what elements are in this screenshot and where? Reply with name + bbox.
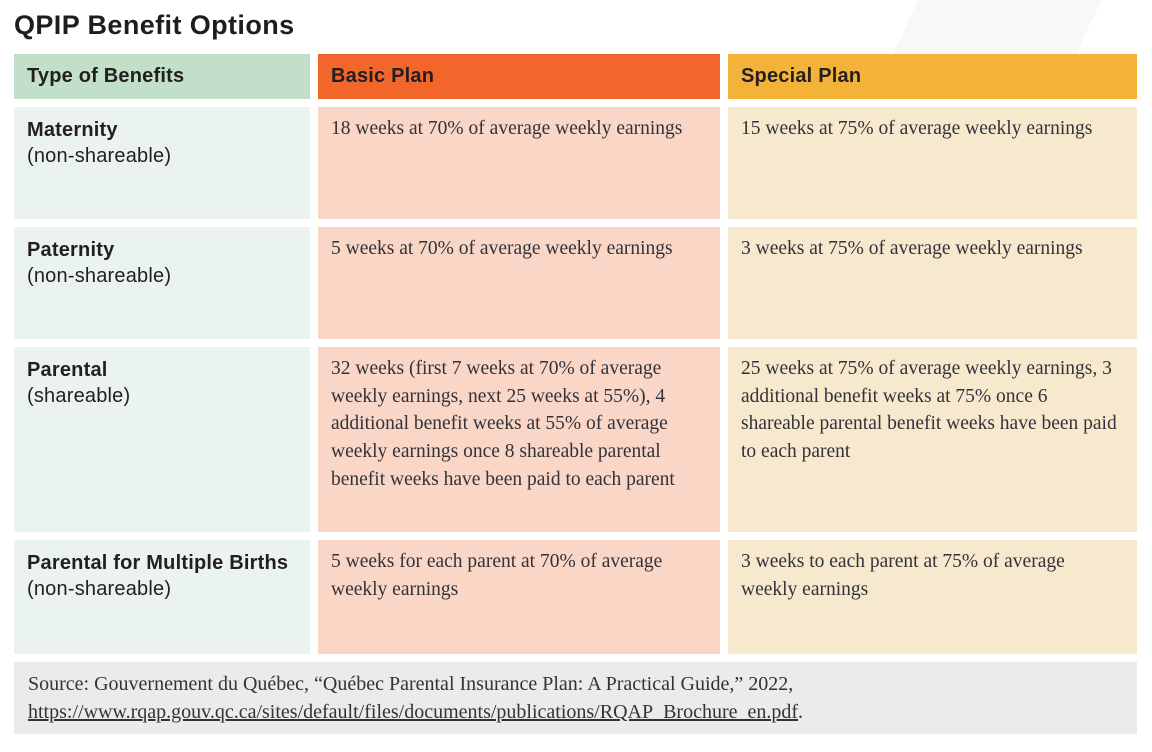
column-header-label: Type of Benefits (27, 65, 185, 87)
column-header-label: Basic Plan (331, 65, 435, 87)
cell-paternity-basic-plan: 5 weeks at 70% of average weekly earning… (318, 227, 720, 339)
row-label-parental: Parental (shareable) (14, 347, 310, 532)
benefits-table: Type of Benefits Basic Plan Special Plan… (14, 54, 1137, 654)
column-header-basic-plan: Basic Plan (318, 54, 720, 99)
cell-parental-special-plan: 25 weeks at 75% of average weekly earnin… (728, 347, 1137, 532)
source-text: Source: Gouvernement du Québec, “Québec … (28, 673, 794, 695)
source-citation: Source: Gouvernement du Québec, “Québec … (14, 662, 1137, 734)
column-header-label: Special Plan (741, 65, 862, 87)
source-text-period: . (798, 701, 804, 723)
page-title: QPIP Benefit Options (14, 10, 295, 40)
cell-parental-basic-plan: 32 weeks (first 7 weeks at 70% of averag… (318, 347, 720, 532)
cell-parental-multiple-basic-plan: 5 weeks for each parent at 70% of averag… (318, 540, 720, 654)
benefit-type-name: Parental for Multiple Births (27, 552, 289, 574)
benefit-type-note: (shareable) (27, 385, 131, 408)
row-label-parental-multiple-births: Parental for Multiple Births (non-sharea… (14, 540, 310, 654)
cell-maternity-special-plan: 15 weeks at 75% of average weekly earnin… (728, 107, 1137, 219)
page-content: QPIP Benefit Options Type of Benefits Ba… (14, 10, 1137, 734)
row-label-maternity: Maternity (non-shareable) (14, 107, 310, 219)
cell-maternity-basic-plan: 18 weeks at 70% of average weekly earnin… (318, 107, 720, 219)
cell-paternity-special-plan: 3 weeks at 75% of average weekly earning… (728, 227, 1137, 339)
source-link[interactable]: https://www.rqap.gouv.qc.ca/sites/defaul… (28, 701, 799, 723)
benefit-type-note: (non-shareable) (27, 578, 172, 601)
column-header-special-plan: Special Plan (728, 54, 1137, 99)
column-header-type-of-benefits: Type of Benefits (14, 54, 310, 99)
benefit-type-name: Parental (27, 359, 108, 381)
benefit-type-name: Maternity (27, 119, 118, 141)
benefit-type-note: (non-shareable) (27, 265, 172, 288)
benefit-type-note: (non-shareable) (27, 145, 172, 168)
benefit-type-name: Paternity (27, 239, 115, 261)
cell-parental-multiple-special-plan: 3 weeks to each parent at 75% of average… (728, 540, 1137, 654)
row-label-paternity: Paternity (non-shareable) (14, 227, 310, 339)
